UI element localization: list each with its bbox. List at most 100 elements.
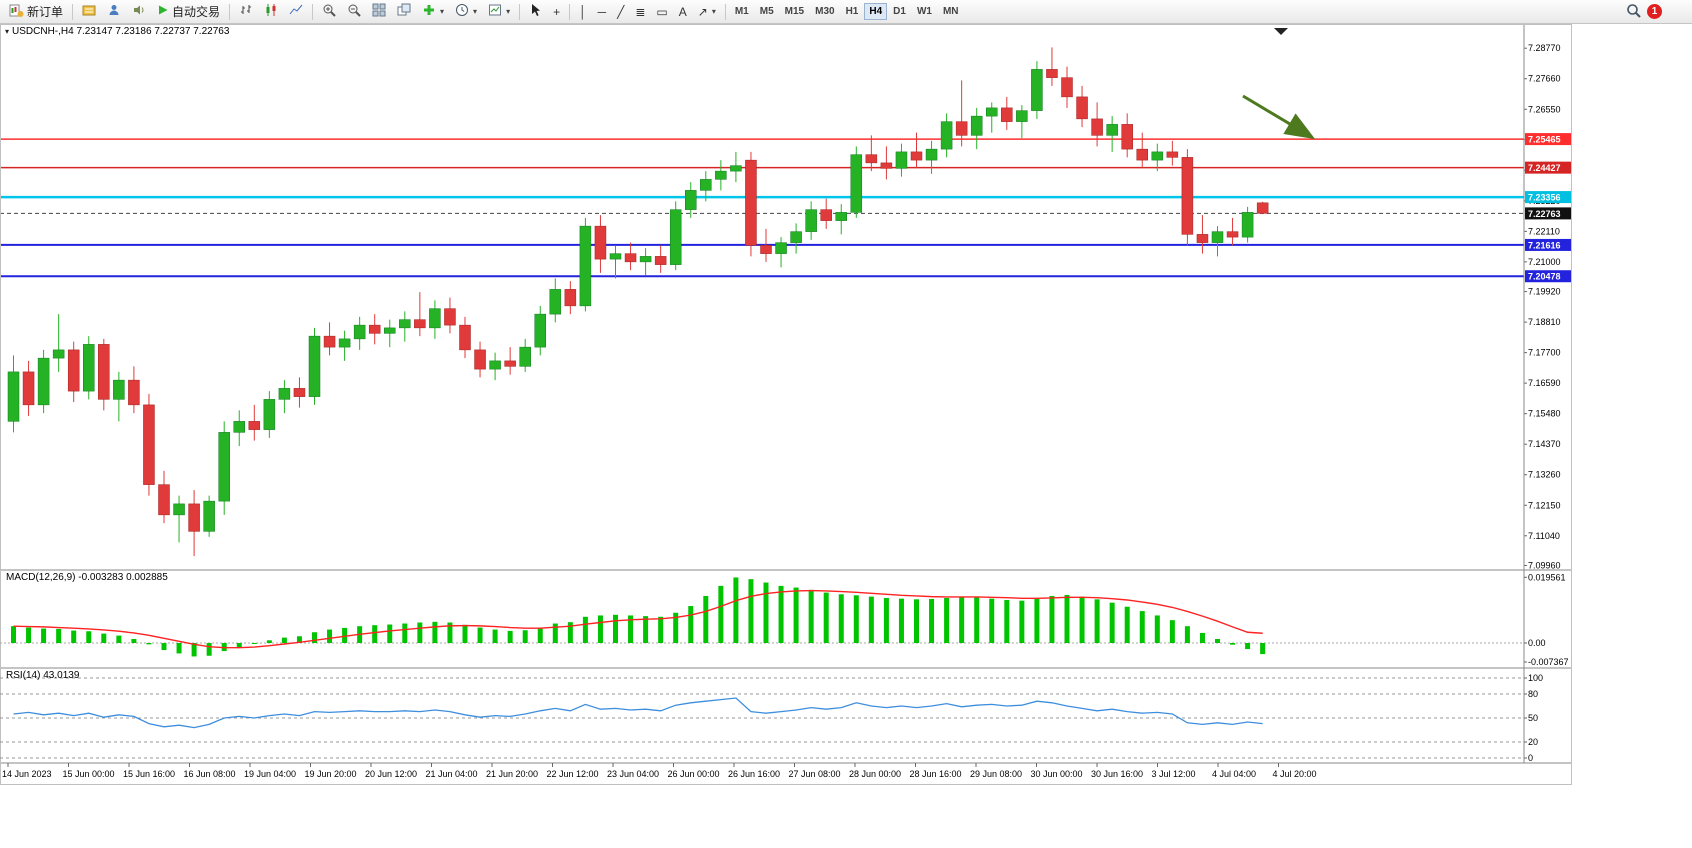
macd-histogram-bar	[1049, 595, 1055, 643]
clock-icon	[455, 3, 469, 20]
macd-histogram-bar	[26, 627, 32, 643]
rsi-axis-label: 20	[1528, 737, 1538, 747]
line-chart-button[interactable]	[284, 1, 308, 23]
tile-windows-button[interactable]	[367, 1, 391, 23]
macd-histogram-bar	[718, 585, 724, 643]
candle	[353, 324, 366, 340]
cascade-windows-button[interactable]	[392, 1, 416, 23]
price-chart[interactable]: 7.287707.276607.265507.254407.243307.232…	[0, 24, 1692, 786]
chevron-down-icon: ▾	[711, 7, 716, 16]
price-badge-label: 7.22763	[1528, 209, 1561, 219]
timeframe-button-m30[interactable]: M30	[815, 6, 835, 17]
zoom-out-icon	[347, 3, 361, 20]
macd-histogram-bar	[823, 592, 829, 643]
y-axis-label: 7.22110	[1528, 226, 1560, 236]
timeframe-button-w1[interactable]: W1	[916, 6, 932, 17]
trend-arrow-annotation[interactable]	[1242, 94, 1316, 140]
macd-histogram-bar	[688, 606, 694, 643]
macd-histogram-bar	[387, 624, 393, 643]
timeframe-button-d1[interactable]: D1	[893, 6, 906, 17]
periods-button[interactable]: ▾	[450, 1, 482, 23]
market-watch-button[interactable]	[77, 1, 101, 23]
shapes-button[interactable]: ▭	[651, 1, 672, 23]
zoom-out-button[interactable]	[342, 1, 366, 23]
news-button[interactable]	[127, 1, 151, 23]
macd-histogram-bar	[266, 640, 272, 643]
templates-button[interactable]: ▾	[483, 1, 515, 23]
timeframe-button-m1[interactable]: M1	[734, 6, 749, 17]
timeframe-button-h1[interactable]: H1	[845, 6, 859, 17]
candle	[715, 170, 727, 180]
macd-histogram-bar	[56, 628, 62, 643]
x-axis-label: 19 Jun 20:00	[305, 769, 357, 779]
rsi-axis-label: 80	[1528, 689, 1538, 699]
macd-indicator-label: MACD(12,26,9) -0.003283 0.002885	[6, 572, 168, 583]
price-badge-label: 7.23356	[1528, 193, 1561, 203]
toolbar-divider	[519, 3, 521, 20]
main-toolbar: 新订单 自动交易 ▾ ▾ ▾ + │ ─ ╱ ≣ ▭ A ↗ ▾ M1 M5 M1…	[0, 0, 1692, 24]
macd-histogram-bar	[342, 627, 348, 643]
candle-chart-icon	[264, 3, 278, 20]
candle	[52, 349, 65, 359]
macd-histogram-bar	[116, 635, 122, 643]
chart-collapse-icon[interactable]: ▾	[5, 27, 10, 36]
auto-trading-button[interactable]: 自动交易	[152, 1, 225, 23]
rsi-axis-label: 50	[1528, 713, 1538, 723]
candle	[444, 308, 456, 326]
cursor-button[interactable]	[524, 1, 547, 23]
search-button[interactable]	[1621, 1, 1646, 23]
candle	[1136, 148, 1148, 161]
chart-menu-triangle[interactable]	[1274, 28, 1288, 35]
timeframe-button-h4[interactable]: H4	[864, 3, 888, 20]
trendline-button[interactable]: ╱	[612, 1, 629, 23]
macd-histogram-bar	[281, 637, 287, 643]
candle-chart-button[interactable]	[259, 1, 283, 23]
notification-badge[interactable]: 1	[1647, 4, 1662, 19]
fibonacci-button[interactable]: ≣	[630, 1, 650, 23]
candle	[1151, 151, 1164, 161]
trendline-icon: ╱	[617, 4, 625, 19]
chart-window-border	[0, 24, 1572, 785]
candle	[1226, 231, 1239, 238]
indicators-button[interactable]: ▾	[417, 1, 449, 23]
new-order-icon	[9, 3, 24, 21]
bar-chart-button[interactable]	[234, 1, 258, 23]
horizontal-line-button[interactable]: ─	[593, 1, 612, 23]
candle	[22, 371, 35, 406]
timeframe-button-m15[interactable]: M15	[784, 6, 805, 17]
arrow-tools-button[interactable]: ↗ ▾	[693, 1, 721, 23]
macd-histogram-bar	[1245, 643, 1251, 650]
candle	[805, 209, 817, 232]
vertical-line-button[interactable]: │	[574, 1, 592, 23]
candle	[986, 107, 998, 117]
candle	[37, 357, 50, 406]
macd-histogram-bar	[1199, 632, 1205, 643]
macd-histogram-bar	[236, 643, 242, 648]
macd-histogram-bar	[251, 643, 257, 644]
candle	[910, 151, 923, 161]
rsi-axis-label: 100	[1528, 673, 1543, 683]
timeframe-button-mn[interactable]: MN	[942, 6, 959, 17]
x-axis-label: 19 Jun 04:00	[244, 769, 296, 779]
crosshair-button[interactable]: +	[548, 1, 565, 23]
candle	[158, 484, 170, 516]
shapes-icon: ▭	[656, 4, 668, 19]
candle	[218, 432, 230, 502]
candle	[384, 327, 396, 334]
x-axis-label: 26 Jun 00:00	[668, 769, 720, 779]
macd-histogram-bar	[748, 579, 754, 643]
macd-histogram-bar	[628, 615, 634, 643]
macd-histogram-bar	[492, 629, 498, 643]
zoom-in-button[interactable]	[317, 1, 341, 23]
price-badge	[1525, 161, 1571, 174]
macd-histogram-bar	[206, 643, 212, 656]
text-button[interactable]: A	[674, 1, 692, 23]
candle	[1001, 107, 1013, 122]
new-order-button[interactable]: 新订单	[4, 1, 68, 23]
timeframe-button-m5[interactable]: M5	[759, 6, 774, 17]
candle	[248, 421, 261, 430]
contacts-button[interactable]	[102, 1, 126, 23]
candle	[203, 500, 215, 532]
price-badge	[1525, 270, 1571, 283]
candle	[1046, 69, 1058, 78]
